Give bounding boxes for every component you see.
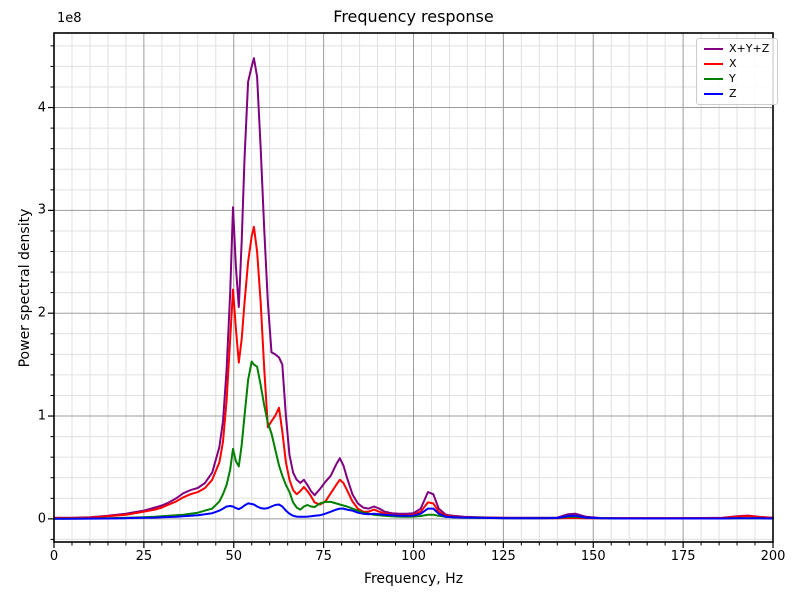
legend-label: Z xyxy=(729,87,737,100)
legend-line-swatch xyxy=(704,47,723,51)
x-tick-label: 150 xyxy=(580,549,606,564)
y-axis-offset-text: 1e8 xyxy=(57,11,82,26)
legend-line-swatch xyxy=(704,77,723,81)
legend-label: X xyxy=(729,57,737,70)
legend-item-xyz: X+Y+Z xyxy=(704,43,769,55)
y-tick-label: 4 xyxy=(37,100,46,116)
y-axis-label: Power spectral density xyxy=(17,208,33,368)
y-tick-label: 1 xyxy=(37,408,46,424)
legend-line-swatch xyxy=(704,62,723,66)
series-line-z xyxy=(53,502,774,520)
legend-label: Y xyxy=(729,72,736,85)
x-tick-label: 175 xyxy=(670,549,696,564)
x-tick-label: 100 xyxy=(401,549,426,564)
legend-label: X+Y+Z xyxy=(729,42,770,55)
y-tick-label: 3 xyxy=(37,202,46,218)
x-tick-label: 125 xyxy=(490,549,516,564)
legend: X+Y+Z X Y Z xyxy=(696,38,779,105)
x-tick-label: 75 xyxy=(315,549,332,564)
x-tick-label: 0 xyxy=(49,549,59,564)
y-tick-label: 0 xyxy=(37,511,46,527)
x-axis-label: Frequency, Hz xyxy=(363,571,464,587)
chart-title: Frequency response xyxy=(333,7,494,26)
x-tick-label: 50 xyxy=(225,549,243,564)
legend-item-x: X xyxy=(704,58,769,70)
y-tick-label: 2 xyxy=(37,305,46,321)
x-tick-label: 200 xyxy=(760,549,786,564)
legend-item-z: Z xyxy=(704,88,769,100)
legend-item-y: Y xyxy=(704,73,769,85)
x-tick-label: 25 xyxy=(135,549,153,564)
legend-line-swatch xyxy=(704,92,723,96)
